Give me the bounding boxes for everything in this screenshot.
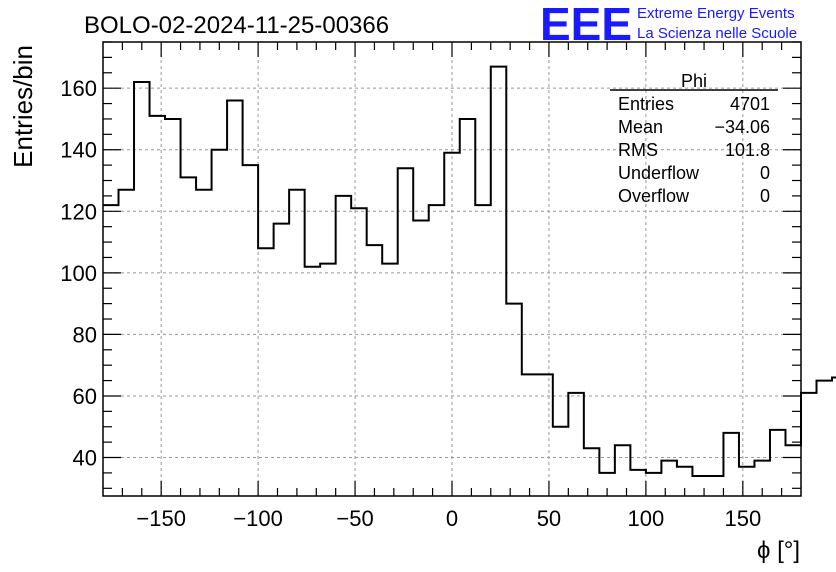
y-tick-label: 80 — [73, 322, 97, 347]
x-tick-label: 100 — [628, 506, 665, 531]
y-tick-label: 160 — [60, 76, 97, 101]
stats-label: RMS — [618, 140, 658, 160]
x-tick-label: −50 — [336, 506, 373, 531]
axis-ticks — [103, 41, 801, 496]
y-tick-label: 40 — [73, 446, 97, 471]
x-axis-label: ϕ [°] — [757, 537, 800, 564]
stats-value: 0 — [760, 163, 770, 183]
stats-label: Overflow — [618, 186, 690, 206]
x-tick-labels: −150 −100 −50 0 50 100 150 — [136, 506, 761, 531]
stats-value: −34.06 — [714, 117, 770, 137]
stats-label: Mean — [618, 117, 663, 137]
x-tick-label: 0 — [446, 506, 458, 531]
stats-label: Entries — [618, 94, 674, 114]
x-tick-label: 50 — [537, 506, 561, 531]
y-tick-label: 60 — [73, 384, 97, 409]
y-tick-label: 140 — [60, 138, 97, 163]
y-axis-label: Entries/bin — [8, 45, 38, 168]
eee-logo-line1: Extreme Energy Events — [637, 5, 795, 22]
y-tick-labels: 40 60 80 100 120 140 160 — [60, 76, 97, 470]
grid — [103, 42, 801, 496]
y-tick-label: 100 — [60, 261, 97, 286]
eee-logo-line2: La Scienza nelle Scuole — [637, 25, 797, 42]
x-tick-label: −100 — [233, 506, 283, 531]
eee-logo: EEE Extreme Energy Events La Scienza nel… — [540, 0, 797, 50]
x-tick-label: −150 — [136, 506, 186, 531]
x-tick-label: 150 — [724, 506, 761, 531]
y-tick-label: 120 — [60, 199, 97, 224]
stats-rows: Entries 4701 Mean −34.06 RMS 101.8 Underflow 0 O… — [618, 94, 770, 206]
stats-value: 0 — [760, 186, 770, 206]
stats-value: 101.8 — [725, 140, 770, 160]
chart-title: BOLO-02-2024-11-25-00366 — [84, 12, 389, 39]
stats-label: Underflow — [618, 163, 700, 183]
stats-box: Phi Entries 4701 Mean −34.06 RMS 101.8 Underfl… — [610, 71, 778, 206]
stats-title: Phi — [681, 71, 707, 91]
stats-value: 4701 — [730, 94, 770, 114]
histogram-line — [103, 65, 836, 477]
